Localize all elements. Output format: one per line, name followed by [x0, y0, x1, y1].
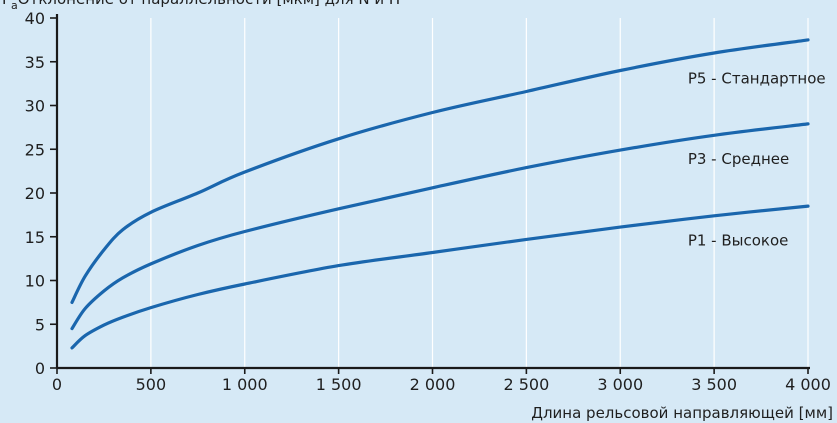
- x-tick-label: 1 500: [316, 375, 362, 394]
- series-layer: [70, 38, 810, 350]
- y-tick-label: 10: [25, 272, 45, 291]
- x-tick-label: 1 000: [222, 375, 268, 394]
- y-tick-label: 35: [25, 53, 45, 72]
- labels: 0 500 1 000 1 500 2 000 2 500 3 000 3 500 4 000 0…: [25, 9, 831, 394]
- y-tick-label: 25: [25, 140, 45, 159]
- x-tick-label: 500: [136, 375, 167, 394]
- x-tick-label: 4 000: [785, 375, 831, 394]
- y-tick-label: 20: [25, 184, 45, 203]
- title-rest: Отклонение от параллельности [мкм] для N…: [18, 0, 400, 8]
- y-tick-label: 30: [25, 97, 45, 116]
- x-tick-label: 3 000: [597, 375, 643, 394]
- series-label: P1 - Высокое: [688, 232, 789, 250]
- series-label: P3 - Среднее: [688, 150, 789, 168]
- axes: [50, 14, 810, 374]
- series-label: P5 - Стандартное: [688, 70, 826, 88]
- series-line: [70, 122, 810, 331]
- series-line: [70, 38, 810, 304]
- y-tick-label: 40: [25, 9, 45, 28]
- chart-title: PaОтклонение от параллельности [мкм] для…: [2, 0, 400, 12]
- series-line: [70, 204, 810, 350]
- x-tick-label: 3 500: [691, 375, 737, 394]
- y-tick-label: 5: [35, 315, 45, 334]
- title-subscript: a: [11, 0, 18, 12]
- y-tick-label: 0: [35, 359, 45, 378]
- grid: [150, 18, 809, 368]
- x-tick-label: 2 000: [410, 375, 456, 394]
- y-tick-label: 15: [25, 228, 45, 247]
- title-main: P: [2, 0, 11, 8]
- x-tick-label: 2 500: [503, 375, 549, 394]
- x-tick-label: 0: [52, 375, 62, 394]
- x-axis-title: Длина рельсовой направляющей [мм]: [531, 404, 833, 422]
